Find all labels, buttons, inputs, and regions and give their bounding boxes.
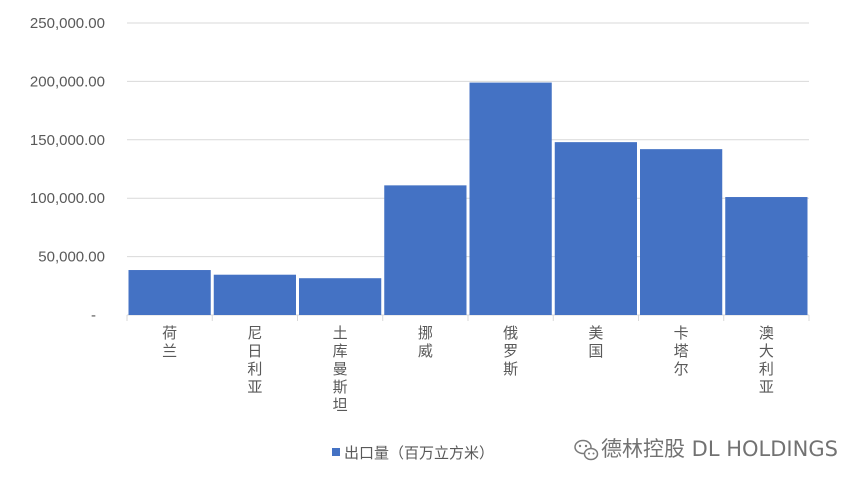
y-tick-label: 100,000.00	[30, 190, 105, 207]
y-tick-label: 250,000.00	[30, 15, 105, 32]
x-category-label: 澳大利亚	[759, 324, 774, 396]
y-tick-label: 150,000.00	[30, 132, 105, 149]
bar	[128, 270, 211, 315]
y-tick-label: -	[91, 307, 96, 324]
x-category-label: 俄罗斯	[503, 324, 518, 378]
bar	[554, 142, 637, 315]
bars	[128, 82, 808, 316]
x-axis-category-labels: 荷兰 尼日利亚 土库曼斯坦 挪威 俄罗斯 美国 卡塔尔 澳大利亚	[162, 324, 774, 414]
bar	[213, 274, 296, 315]
x-axis-tick-marks	[126, 315, 810, 321]
legend: 出口量（百万立方米）	[332, 444, 494, 462]
x-category-label: 挪威	[418, 324, 433, 360]
x-category-label: 尼日利亚	[247, 324, 262, 396]
bar	[299, 278, 382, 315]
bar	[469, 82, 552, 316]
wechat-icon	[574, 439, 599, 461]
x-category-label: 荷兰	[162, 324, 177, 360]
bar	[640, 149, 723, 315]
watermark: 德林控股 DL HOLDINGS	[574, 437, 838, 461]
x-category-label: 土库曼斯坦	[333, 324, 348, 414]
bar	[384, 185, 467, 315]
bar	[725, 197, 808, 315]
x-category-label: 美国	[588, 324, 603, 360]
y-tick-label: 200,000.00	[30, 73, 105, 90]
legend-label: 出口量（百万立方米）	[344, 444, 494, 462]
y-axis-tick-labels: - 50,000.00 100,000.00 150,000.00 200,000.00…	[30, 15, 105, 324]
legend-swatch	[332, 448, 340, 456]
watermark-text: 德林控股 DL HOLDINGS	[601, 437, 838, 461]
x-category-label: 卡塔尔	[674, 324, 689, 378]
y-tick-label: 50,000.00	[38, 249, 105, 266]
